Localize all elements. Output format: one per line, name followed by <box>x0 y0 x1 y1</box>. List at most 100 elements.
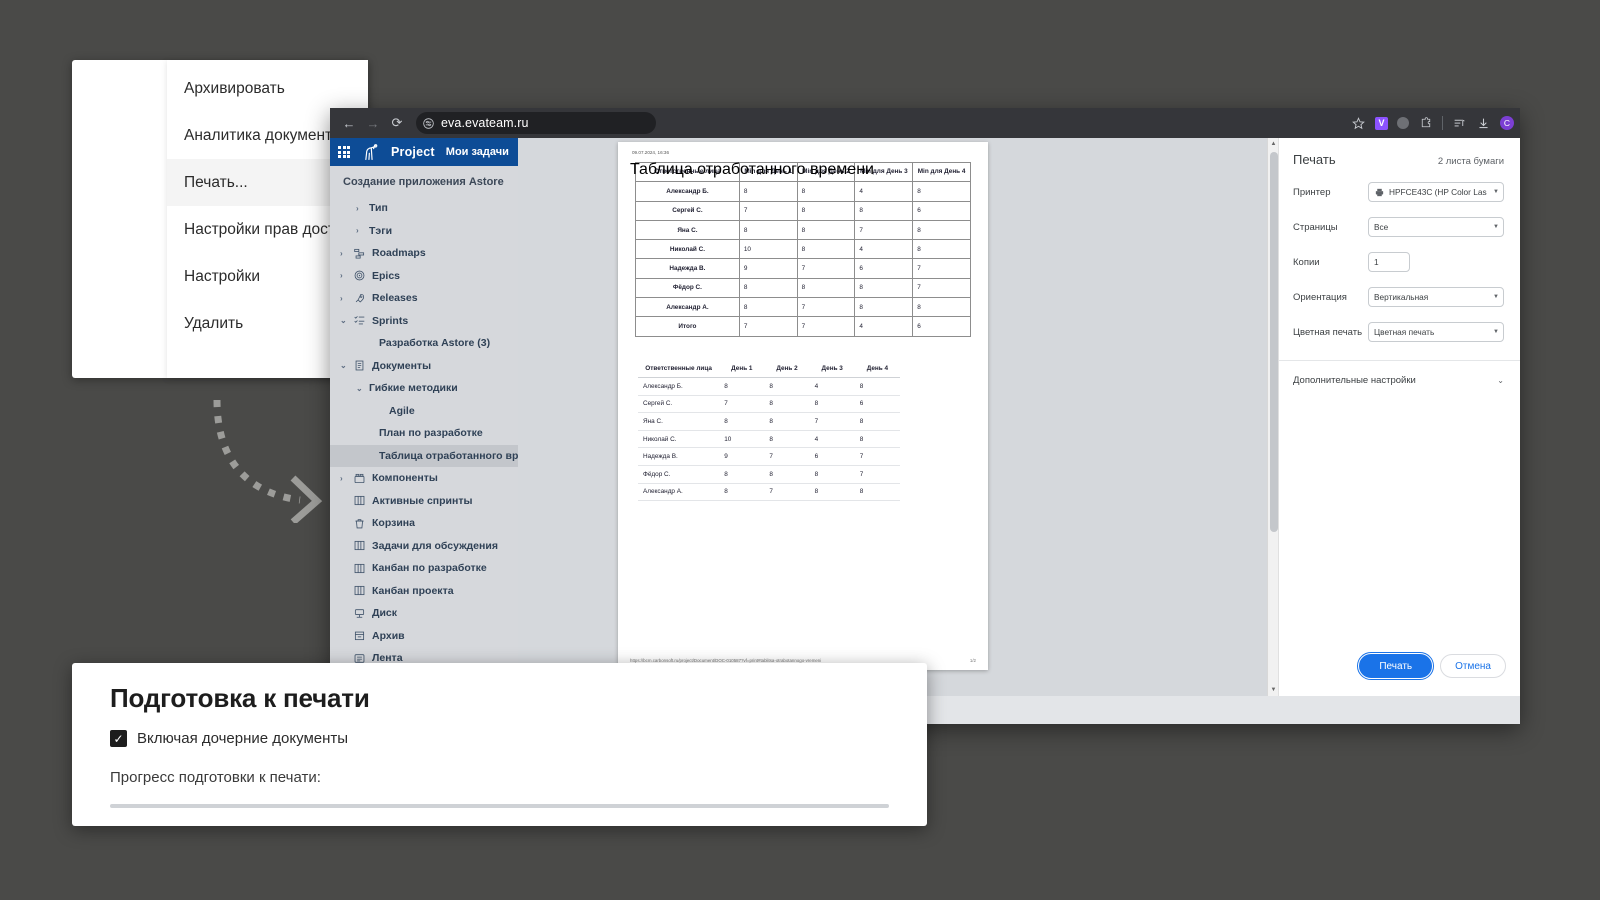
progress-label: Прогресс подготовки к печати: <box>110 769 321 786</box>
scroll-down-icon[interactable]: ▼ <box>1270 687 1277 693</box>
sidebar-item-5[interactable]: ⌄ Sprints <box>330 310 518 333</box>
sidebar-item-15[interactable]: Задачи для обсуждения <box>330 535 518 558</box>
sidebar-item-label: Разработка Astore (3) <box>379 337 491 350</box>
disk-icon <box>353 607 366 620</box>
star-icon[interactable] <box>1351 116 1366 131</box>
cell-value: 7 <box>854 447 900 466</box>
browser-toolbar: ← → ⟳ eva.evateam.ru V C <box>330 108 1520 138</box>
sidebar-item-8[interactable]: ⌄ Гибкие методики <box>330 377 518 400</box>
preview-page-footer: https://bcm.carbonsoft.ru/project/Docume… <box>630 658 976 663</box>
cell-value: 8 <box>738 219 798 241</box>
sidebar-item-3[interactable]: › Epics <box>330 265 518 288</box>
tune-icon[interactable] <box>423 117 434 129</box>
cell-person: Николай С. <box>638 430 720 449</box>
pages-select[interactable]: Все ▼ <box>1368 217 1504 237</box>
chevron-icon[interactable]: › <box>340 293 343 303</box>
sidebar-item-16[interactable]: Канбан по разработке <box>330 557 518 580</box>
chevron-icon[interactable]: › <box>356 226 359 236</box>
chevron-icon[interactable]: ⌄ <box>340 361 347 371</box>
scrollbar-thumb[interactable] <box>1269 152 1278 532</box>
sidebar-item-20[interactable]: Лента <box>330 647 518 670</box>
nav-link-my-tasks[interactable]: Мои задачи <box>445 146 509 158</box>
chevron-icon[interactable]: › <box>340 271 343 281</box>
chevron-down-icon: ▼ <box>1493 189 1499 195</box>
download-icon[interactable] <box>1476 116 1491 131</box>
preview-footer-page: 1/2 <box>969 658 976 663</box>
sidebar-tree[interactable]: › Тип › Тэги › Roadmaps › Epics › Releases ⌄ Sprint… <box>330 197 518 670</box>
print-cancel-button[interactable]: Отмена <box>1440 654 1506 678</box>
printer-select[interactable]: HPFCE43C (HP Color Las ▼ <box>1368 182 1504 202</box>
sidebar-item-9[interactable]: Agile <box>330 400 518 423</box>
include-children-row[interactable]: ✓ Включая дочерние документы <box>110 730 889 747</box>
context-menu-item-settings[interactable]: Настройки <box>167 253 368 300</box>
chevron-down-icon: ⌄ <box>1497 376 1504 385</box>
sidebar-item-11[interactable]: Таблица отработанного времени <box>330 444 518 467</box>
more-settings-toggle[interactable]: Дополнительные настройки ⌄ <box>1279 361 1520 386</box>
context-menu-item-delete[interactable]: Удалить <box>167 300 368 347</box>
sidebar-item-19[interactable]: Архив <box>330 625 518 648</box>
sidebar-item-14[interactable]: Корзина <box>330 512 518 535</box>
sidebar-item-2[interactable]: › Roadmaps <box>330 242 518 265</box>
cell-value: 4 <box>854 181 914 202</box>
modal-title: Подготовка к печати <box>110 683 370 713</box>
trash-icon <box>353 517 366 530</box>
copies-input[interactable]: 1 <box>1368 252 1410 272</box>
chevron-icon[interactable]: ⌄ <box>356 383 363 393</box>
address-bar[interactable]: eva.evateam.ru <box>416 112 656 134</box>
print-confirm-button[interactable]: Печать <box>1357 652 1435 680</box>
table-row: Николай С. 10 8 4 8 <box>638 430 900 449</box>
cell-value: 7 <box>738 316 798 337</box>
sidebar-item-0[interactable]: › Тип <box>330 197 518 220</box>
sidebar-item-10[interactable]: План по разработке <box>330 422 518 445</box>
setting-row-printer: Принтер HPFCE43C (HP Color Las ▼ <box>1279 182 1520 202</box>
back-arrow-icon[interactable]: ← <box>342 115 356 131</box>
cell-value: 7 <box>796 297 856 318</box>
chevron-icon[interactable]: ⌄ <box>340 316 347 326</box>
orientation-select[interactable]: Вертикальная ▼ <box>1368 287 1504 307</box>
sidebar-item-label: План по разработке <box>379 427 483 440</box>
profile-avatar[interactable]: C <box>1500 116 1514 130</box>
sidebar-item-1[interactable]: › Тэги <box>330 220 518 243</box>
extension-icon-v[interactable]: V <box>1375 116 1388 130</box>
context-menu-item-archive[interactable]: Архивировать <box>167 65 368 112</box>
table-row: Яна С. 8 8 7 8 <box>638 412 900 431</box>
sidebar-item-label: Документы <box>372 359 432 372</box>
chevron-icon[interactable]: › <box>340 473 343 483</box>
roadmap-icon <box>353 247 366 260</box>
epic-icon <box>353 269 366 282</box>
sidebar-item-17[interactable]: Канбан проекта <box>330 580 518 603</box>
table-row: Надежда В. 9 7 6 7 <box>638 447 900 466</box>
cell-value: 8 <box>738 297 798 318</box>
chevron-icon[interactable]: › <box>340 248 343 258</box>
sidebar-item-12[interactable]: › Компоненты <box>330 467 518 490</box>
table-row: Александр А. 8 7 8 8 <box>635 297 971 318</box>
column-header-2: День 2 <box>764 360 810 378</box>
scroll-up-icon[interactable]: ▲ <box>1270 141 1277 147</box>
cell-value: 8 <box>912 219 971 241</box>
cell-value: 4 <box>809 430 855 449</box>
include-children-checkbox[interactable]: ✓ <box>110 730 127 747</box>
chevron-down-icon: ▼ <box>1493 329 1499 335</box>
sidebar-item-6[interactable]: Разработка Astore (3) <box>330 332 518 355</box>
preview-scrollbar[interactable]: ▲ ▼ <box>1267 138 1278 696</box>
reload-icon[interactable]: ⟳ <box>391 115 403 130</box>
project-sidebar[interactable]: Создание приложения Astore › Тип › Тэги › Roa… <box>330 166 518 724</box>
setting-label: Копии <box>1293 256 1320 268</box>
context-menu-item-permissions[interactable]: Настройки прав доступа <box>167 206 368 253</box>
sidebar-item-4[interactable]: › Releases <box>330 287 518 310</box>
cell-value: 8 <box>719 483 765 502</box>
forward-arrow-icon[interactable]: → <box>366 115 380 131</box>
apps-grid-icon[interactable] <box>338 146 350 158</box>
context-menu-item-analytics[interactable]: Аналитика документа <box>167 112 368 159</box>
sidebar-item-13[interactable]: Активные спринты <box>330 490 518 513</box>
toolbar-divider <box>1442 116 1443 130</box>
sidebar-item-7[interactable]: ⌄ Документы <box>330 355 518 378</box>
chevron-icon[interactable]: › <box>356 203 359 213</box>
app-brand[interactable]: Project <box>391 145 435 159</box>
sidebar-item-18[interactable]: Диск <box>330 602 518 625</box>
reading-list-icon[interactable] <box>1452 116 1467 131</box>
cell-value: 8 <box>719 412 765 431</box>
color-select[interactable]: Цветная печать ▼ <box>1368 322 1504 342</box>
extension-globe-icon[interactable] <box>1397 117 1409 129</box>
extensions-puzzle-icon[interactable] <box>1418 116 1433 131</box>
